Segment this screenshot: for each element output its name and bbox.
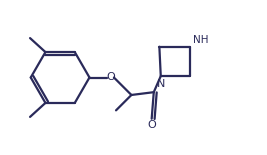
- Text: NH: NH: [193, 35, 209, 45]
- Text: N: N: [156, 79, 165, 89]
- Text: O: O: [106, 73, 115, 82]
- Text: O: O: [147, 120, 156, 130]
